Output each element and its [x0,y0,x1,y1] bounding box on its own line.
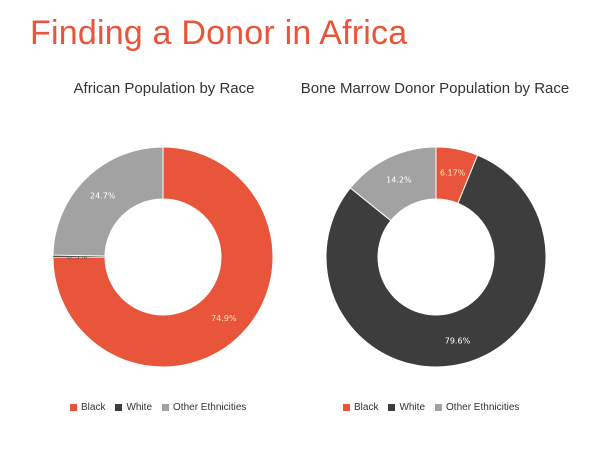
legend-item-white: White [115,402,152,413]
slice-other-ethnicities [52,146,164,257]
legend-label-white: White [126,401,153,413]
legend-label-black: Black [81,401,106,413]
legend-item-black: Black [70,402,105,413]
slice-other-ethnicities [349,146,437,222]
slice-label-black: 74.9% [211,314,237,323]
slice-label-other-ethnicities: 14.2% [386,175,412,184]
legend-label-white: White [399,401,426,413]
legend-swatch-white [115,403,123,411]
legend-item-other: Other Ethnicities [162,402,246,413]
legend-swatch-white [388,403,396,411]
slice-label-other-ethnicities: 24.7% [90,192,116,201]
chart-title-donor-population: Bone Marrow Donor Population by Race [300,80,570,97]
legend-label-black: Black [354,401,379,413]
legend-swatch-other [162,403,170,411]
legend-swatch-other [435,403,443,411]
slice-white [325,154,547,368]
slice-black [52,146,274,368]
legend-item-other: Other Ethnicities [435,402,519,413]
legend-donor-population: Black White Other Ethnicities [343,399,529,415]
legend-item-black: Black [343,402,378,413]
legend-label-other: Other Ethnicities [446,401,520,413]
slice-label-white: 79.6% [445,336,471,345]
legend-swatch-black [70,403,77,411]
legend-item-white: White [388,402,425,413]
page-title: Finding a Donor in Africa [30,14,408,52]
legend-african-population: Black White Other Ethnicities [70,399,256,415]
legend-swatch-black [343,403,350,411]
slice-label-black: 6.17% [440,169,466,178]
legend-label-other: Other Ethnicities [173,401,247,413]
slice-label-white: 0.3% [67,252,88,261]
chart-title-african-population: African Population by Race [73,80,255,97]
